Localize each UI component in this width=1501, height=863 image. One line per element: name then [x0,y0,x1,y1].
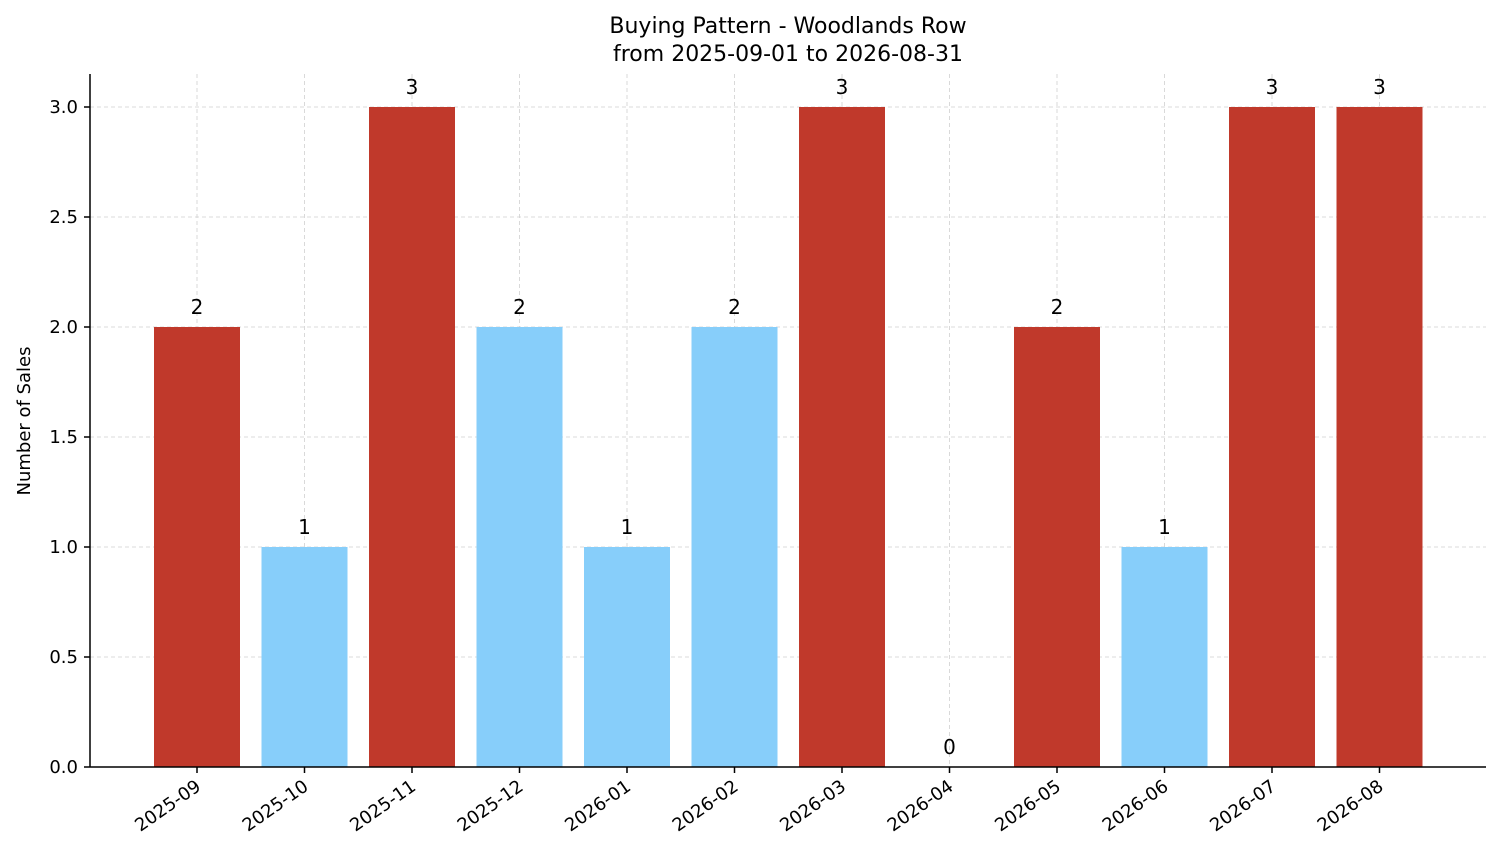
x-tick-label: 2026-02 [669,776,743,836]
data-label: 1 [1158,515,1171,539]
x-tick-label: 2025-11 [346,776,420,836]
data-label: 2 [191,295,204,319]
data-label: 2 [1051,295,1064,319]
bar [799,107,885,767]
y-tick-label: 1.5 [49,427,78,448]
y-tick-label: 0.5 [49,647,78,668]
bar [1336,107,1423,767]
y-tick-label: 2.5 [49,207,78,228]
chart-title: Buying Pattern - Woodlands Row [609,14,966,39]
y-axis-label: Number of Sales [14,346,35,495]
bar [261,547,348,767]
x-tick-label: 2026-04 [884,776,958,836]
data-label: 1 [298,515,311,539]
bar [1014,327,1100,767]
y-tick-label: 1.0 [49,537,78,558]
data-label: 0 [943,735,956,759]
bar [476,327,563,767]
x-tick-label: 2025-10 [239,776,313,836]
bar [1229,107,1315,767]
data-labels: 2 1 3 2 1 2 3 0 2 1 3 3 [191,75,1386,759]
bar [1121,547,1208,767]
bar [584,547,670,767]
bars [154,107,1423,767]
data-label: 3 [1266,75,1279,99]
bar [691,327,778,767]
data-label: 2 [513,295,526,319]
x-tick-label: 2026-06 [1099,776,1173,836]
x-tick-label: 2025-12 [454,776,528,836]
x-tick-label: 2026-05 [991,776,1065,836]
data-label: 3 [1373,75,1386,99]
chart-subtitle: from 2025-09-01 to 2026-08-31 [613,42,963,67]
data-label: 1 [621,515,634,539]
y-tick-label: 2.0 [49,317,78,338]
bar [154,327,240,767]
data-label: 3 [406,75,419,99]
x-tick-label: 2026-08 [1314,776,1388,836]
x-tick-label: 2026-07 [1206,776,1280,836]
bar [369,107,455,767]
y-tick-label: 0.0 [49,757,78,778]
axes [89,74,1486,768]
x-tick-label: 2026-03 [776,776,850,836]
data-label: 3 [836,75,849,99]
x-tick-label: 2026-01 [561,776,635,836]
data-label: 2 [728,295,741,319]
y-tick-label: 3.0 [49,97,78,118]
x-tick-label: 2025-09 [131,776,205,836]
